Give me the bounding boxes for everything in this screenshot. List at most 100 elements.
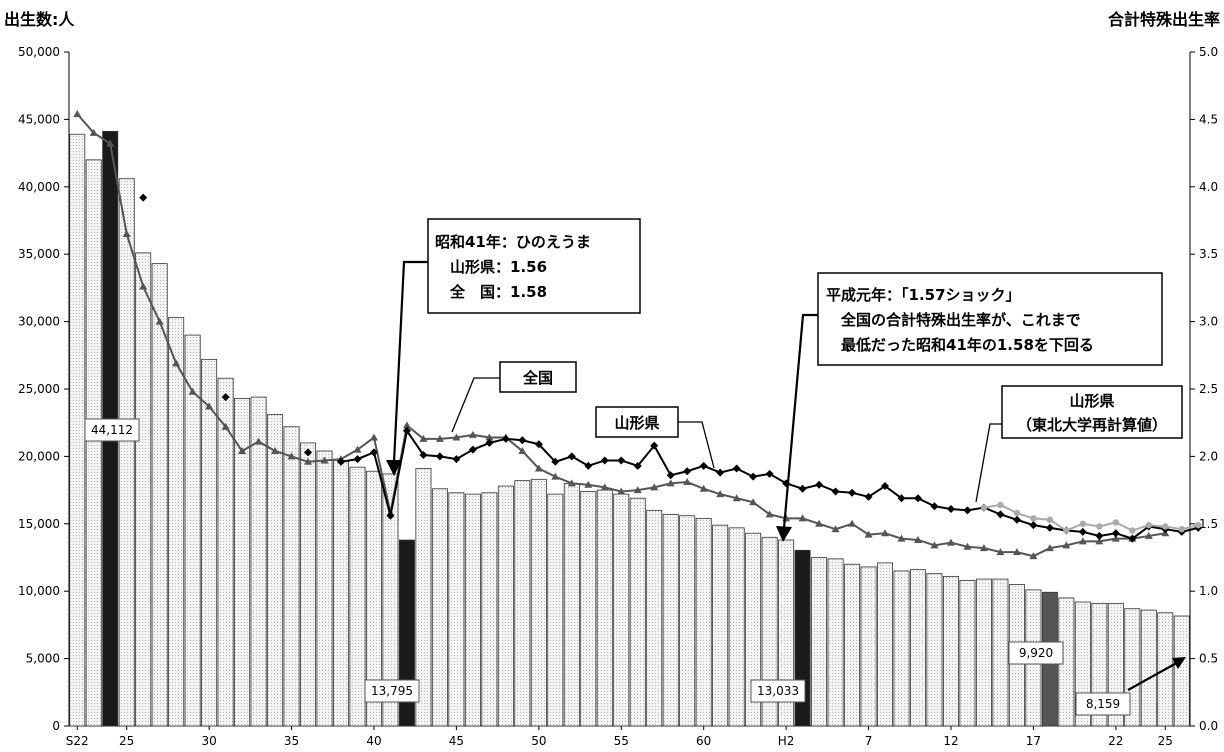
tohoku-point [1162,523,1169,530]
birth-bar [415,468,432,727]
hinoeuma-annotation-line: 昭和41年：ひのえうま [435,233,591,251]
bar-value-box [364,679,420,703]
birth-bar [596,489,613,727]
y-right-tick-label: 1.5 [1199,517,1218,531]
national-point [996,548,1005,556]
yamagata-point [749,472,758,481]
national-point [73,110,82,118]
yamagata-point [699,461,708,470]
birth-bar [662,513,679,727]
legend-tohoku-label-2: （東北大学再計算値） [1017,416,1167,434]
y-left-tick-label: 25,000 [18,382,60,396]
last-bar-arrow [1127,659,1183,691]
tohoku-point [997,501,1004,509]
birth-bar [316,450,333,727]
x-tick-label: 25 [119,734,134,748]
yamagata-point [617,456,626,465]
hinoeuma-annotation-line: 全 国：1.58 [435,283,547,301]
x-tick-label: 35 [284,734,299,748]
y-right-tick-label: 2.5 [1199,382,1218,396]
bar-value-box [1075,692,1131,716]
yamagata-point [468,445,477,454]
birth-bar [646,509,663,727]
national-point [468,430,477,438]
yamagata-point [798,484,807,493]
birth-bar [860,566,877,727]
legend-yamagata-leader [678,421,715,469]
national-point [155,317,164,325]
yamagata-point [765,469,774,478]
birth-bar [217,377,234,727]
y-left-tick-label: 15,000 [18,517,60,531]
national-point [584,480,593,488]
y-axis-left-unit: 出生数:人 [4,10,75,29]
tohoku-point [1129,527,1136,534]
national-point [1062,541,1071,549]
hinoeuma-annotation-box [427,218,641,314]
tohoku-point [1013,509,1021,517]
y-left-tick-label: 30,000 [18,315,60,329]
national-point [913,535,922,543]
national-point [617,487,626,495]
y-left-tick-label: 20,000 [18,449,60,463]
tohoku-point [1046,516,1054,523]
national-point [435,434,444,442]
yamagata-point [139,193,148,202]
y-right-tick-label: 0.0 [1199,719,1218,733]
bar-value-label: 8,159 [1086,697,1120,711]
birth-bar [942,575,959,727]
national-point [798,514,807,522]
birth-bar [778,539,795,727]
birth-bar [1140,609,1157,727]
yamagata-point [1095,531,1104,540]
birth-bar [1173,615,1190,727]
national-point [765,510,774,518]
tohoku-point [1178,525,1185,533]
national-point [732,494,741,502]
shock-annotation-box [817,272,1163,366]
hinoeuma-arrowhead [386,460,402,476]
y-axis-right-unit: 合計特殊出生率 [1107,10,1220,29]
yamagata-point [996,510,1005,519]
bar-value-box [750,679,806,703]
national-point [716,490,725,498]
national-point [633,486,642,494]
birth-bar [975,578,992,727]
national-point [287,452,296,460]
yamagata-point [650,441,659,450]
national-point [815,519,824,527]
yamagata-point [913,494,922,503]
yamagata-point [946,504,955,513]
y-right-tick-label: 1.0 [1199,584,1218,598]
y-left-tick-label: 10,000 [18,584,60,598]
yamagata-point [1012,515,1021,524]
birth-bar [431,488,448,727]
national-point [369,433,378,441]
birth-bar [728,527,745,727]
x-tick-label: 45 [449,734,464,748]
shock-arrow [782,313,818,529]
y-left-tick-label: 0 [52,719,60,733]
tohoku-point [1079,520,1087,527]
x-tick-label: 50 [531,734,546,748]
tohoku-point [1112,519,1120,526]
birth-bar [300,442,317,727]
yamagata-point [369,448,378,457]
yamagata-point [716,468,725,477]
yamagata-point [683,467,692,476]
national-point [699,484,708,492]
national-point [106,139,115,147]
national-point [419,434,428,442]
national-point [831,525,840,533]
yamagata-point [1045,523,1054,532]
national-point [930,541,939,549]
national-point [1029,552,1038,560]
yamagata-point [897,494,906,503]
y-left-tick-label: 5,000 [26,652,60,666]
y-right-tick-label: 4.0 [1199,180,1218,194]
yamagata-point [881,482,890,491]
x-tick-label: 17 [1026,734,1041,748]
national-point [122,229,131,237]
tohoku-point [1145,521,1152,529]
national-point [848,519,857,527]
